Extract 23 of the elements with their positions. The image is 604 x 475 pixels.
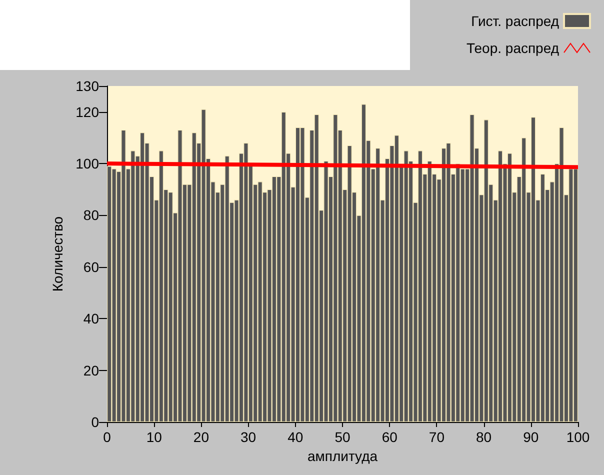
x-tick-label: 20 <box>193 429 210 445</box>
x-tick-label: 30 <box>240 429 256 445</box>
x-tick-label: 40 <box>288 429 304 445</box>
y-tick-label: 0 <box>91 414 100 430</box>
y-tick-label: 130 <box>76 78 100 94</box>
x-tick-label: 70 <box>428 429 445 445</box>
y-tick-label: 100 <box>76 156 100 172</box>
y-tick-label: 40 <box>83 310 100 327</box>
x-axis-title: амплитуда <box>307 448 378 464</box>
x-tick-label: 80 <box>476 429 492 445</box>
y-tick-label: 120 <box>76 104 100 120</box>
x-tick-label: 50 <box>334 429 350 445</box>
x-tick-label: 10 <box>146 429 162 445</box>
x-tick-label: 90 <box>523 429 539 445</box>
legend-label: Гист. распред <box>471 13 559 29</box>
x-tick-label: 0 <box>103 429 112 445</box>
y-tick-label: 20 <box>83 362 100 378</box>
x-tick-label: 100 <box>566 429 590 445</box>
legend-label: Теор. распред <box>466 40 559 56</box>
y-tick-label: 60 <box>83 258 100 275</box>
x-tick-label: 60 <box>382 429 398 445</box>
y-tick-label: 80 <box>83 207 100 224</box>
y-axis-title: Количество <box>50 216 66 292</box>
